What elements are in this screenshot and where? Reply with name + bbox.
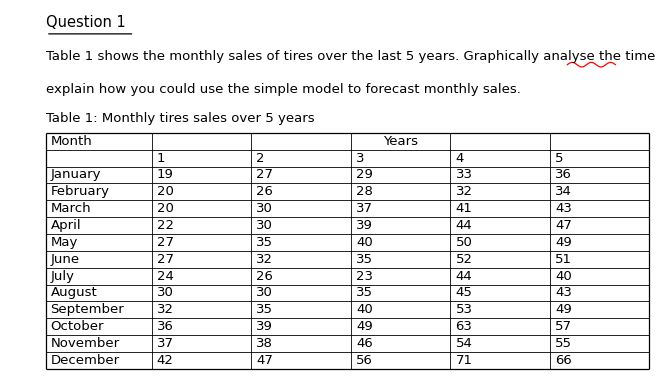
Text: Month: Month (51, 135, 92, 148)
Text: 43: 43 (555, 286, 572, 300)
Text: June: June (51, 253, 79, 266)
Text: 32: 32 (157, 303, 174, 316)
Text: 50: 50 (455, 236, 472, 249)
Text: September: September (51, 303, 124, 316)
Text: 39: 39 (256, 320, 274, 333)
Text: 2: 2 (256, 152, 265, 165)
Text: 36: 36 (555, 169, 572, 181)
Text: Table 1: Monthly tires sales over 5 years: Table 1: Monthly tires sales over 5 year… (46, 112, 314, 125)
Text: August: August (51, 286, 97, 300)
Text: 32: 32 (455, 185, 472, 198)
Text: 55: 55 (555, 337, 572, 350)
Text: 26: 26 (256, 185, 274, 198)
Text: 4: 4 (455, 152, 464, 165)
Text: 30: 30 (256, 202, 274, 215)
Text: January: January (51, 169, 101, 181)
Text: 42: 42 (157, 354, 174, 367)
Text: 20: 20 (157, 202, 174, 215)
Text: 24: 24 (157, 270, 174, 283)
Text: 3: 3 (356, 152, 365, 165)
Text: Table 1 shows the monthly sales of tires over the last 5 years. Graphically anal: Table 1 shows the monthly sales of tires… (46, 50, 656, 63)
Text: March: March (51, 202, 91, 215)
Text: 20: 20 (157, 185, 174, 198)
Text: 39: 39 (356, 219, 373, 232)
Text: 47: 47 (256, 354, 274, 367)
Text: 63: 63 (455, 320, 472, 333)
Text: 27: 27 (157, 253, 174, 266)
Text: 52: 52 (455, 253, 472, 266)
Text: 1: 1 (157, 152, 165, 165)
Text: 27: 27 (256, 169, 274, 181)
Text: 66: 66 (555, 354, 572, 367)
Text: 28: 28 (356, 185, 373, 198)
Text: 23: 23 (356, 270, 373, 283)
Text: 47: 47 (555, 219, 572, 232)
Text: 37: 37 (356, 202, 373, 215)
Text: 51: 51 (555, 253, 572, 266)
Text: 33: 33 (455, 169, 472, 181)
Text: 30: 30 (157, 286, 174, 300)
Text: 44: 44 (455, 219, 472, 232)
Text: 37: 37 (157, 337, 174, 350)
Text: 40: 40 (555, 270, 572, 283)
Text: 57: 57 (555, 320, 572, 333)
Text: 35: 35 (256, 236, 274, 249)
Text: 49: 49 (555, 303, 572, 316)
Text: 5: 5 (555, 152, 564, 165)
Text: 40: 40 (356, 236, 373, 249)
Text: May: May (51, 236, 78, 249)
Text: 34: 34 (555, 185, 572, 198)
Text: 43: 43 (555, 202, 572, 215)
Text: 30: 30 (256, 286, 274, 300)
Text: 26: 26 (256, 270, 274, 283)
Text: 22: 22 (157, 219, 174, 232)
Text: Question 1: Question 1 (46, 15, 126, 30)
Text: 35: 35 (256, 303, 274, 316)
Text: 49: 49 (555, 236, 572, 249)
Text: 46: 46 (356, 337, 373, 350)
Text: 41: 41 (455, 202, 472, 215)
Text: 71: 71 (455, 354, 472, 367)
Text: 53: 53 (455, 303, 472, 316)
Text: July: July (51, 270, 75, 283)
Text: 27: 27 (157, 236, 174, 249)
Text: December: December (51, 354, 119, 367)
Text: 36: 36 (157, 320, 174, 333)
Text: 56: 56 (356, 354, 373, 367)
Text: 29: 29 (356, 169, 373, 181)
Text: 49: 49 (356, 320, 373, 333)
Text: explain how you could use the simple model to forecast monthly sales.: explain how you could use the simple mod… (46, 83, 521, 96)
Text: February: February (51, 185, 110, 198)
Text: Years: Years (383, 135, 418, 148)
Text: 30: 30 (256, 219, 274, 232)
Text: November: November (51, 337, 119, 350)
Text: 40: 40 (356, 303, 373, 316)
Text: 38: 38 (256, 337, 274, 350)
Text: 45: 45 (455, 286, 472, 300)
Text: October: October (51, 320, 104, 333)
Text: 19: 19 (157, 169, 174, 181)
Text: 44: 44 (455, 270, 472, 283)
Text: 35: 35 (356, 253, 373, 266)
Text: 35: 35 (356, 286, 373, 300)
Text: 54: 54 (455, 337, 472, 350)
Text: April: April (51, 219, 81, 232)
Text: 32: 32 (256, 253, 274, 266)
